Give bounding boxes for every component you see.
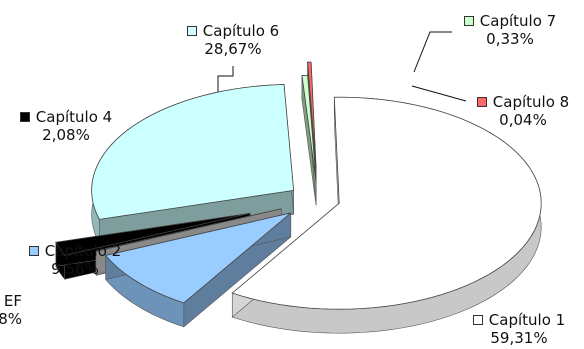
leader-capitulo-8 [411,85,467,102]
pie-slice-cap-tulo-7 [301,75,317,206]
pie-slice-cap-tulo-6-top [91,84,295,220]
label-capitulo-7: Capítulo 7 0,33% [440,12,580,48]
label-capitulo-8-name: Capítulo 8 [492,93,570,111]
legend-swatch-capitulo-1 [472,315,483,325]
label-capitulo-7-value: 0,33% [486,30,534,48]
legend-swatch-capitulo-4 [19,112,30,122]
pie-slice-cap-tulo-1-top [231,96,542,310]
pie-slice-cap-tulo-8-top [307,61,317,169]
leader-capitulo-7 [413,31,452,73]
label-capitulo-6-name: Capítulo 6 [202,22,280,40]
label-ef-partial: EF …8% [0,292,22,328]
label-capitulo-1: Capítulo 1 59,31% [454,311,584,347]
label-capitulo-4-name: Capítulo 4 [35,108,113,126]
legend-swatch-capitulo-2 [28,246,39,256]
label-capitulo-8-value: 0,04% [499,111,547,129]
legend-swatch-capitulo-8 [476,97,487,107]
label-capitulo-8: Capítulo 8 0,04% [464,93,582,129]
label-capitulo-1-value: 59,31% [490,329,548,347]
pie-slice-cap-tulo-2 [104,212,292,328]
legend-swatch-capitulo-6 [186,26,197,36]
label-capitulo-7-name: Capítulo 7 [479,12,557,30]
label-ef-value: …8% [0,310,22,328]
pie-slice-cap-tulo-4-top [55,212,251,256]
label-ef-name: EF [3,292,22,310]
label-capitulo-2: Capítulo 2 9,56% [10,242,140,278]
label-capitulo-1-name: Capítulo 1 [488,311,566,329]
label-capitulo-6-value: 28,67% [204,40,262,58]
pie-slices [55,61,542,334]
legend-swatch-capitulo-7 [463,16,474,26]
pie-slice-cap-tulo-2-top [104,212,292,304]
label-capitulo-6: Capítulo 6 28,67% [168,22,298,58]
label-capitulo-4-value: 2,08% [42,126,90,144]
pie-slice-cap-tulo-1 [231,96,542,334]
pie-slice-cap-tulo-7-top [301,75,317,182]
leader-capitulo-6 [217,66,234,104]
pie-slice-ef-top [95,208,282,252]
label-capitulo-2-value: 9,56% [51,260,99,278]
label-capitulo-4: Capítulo 4 2,08% [0,108,132,144]
label-capitulo-2-name: Capítulo 2 [44,242,122,260]
